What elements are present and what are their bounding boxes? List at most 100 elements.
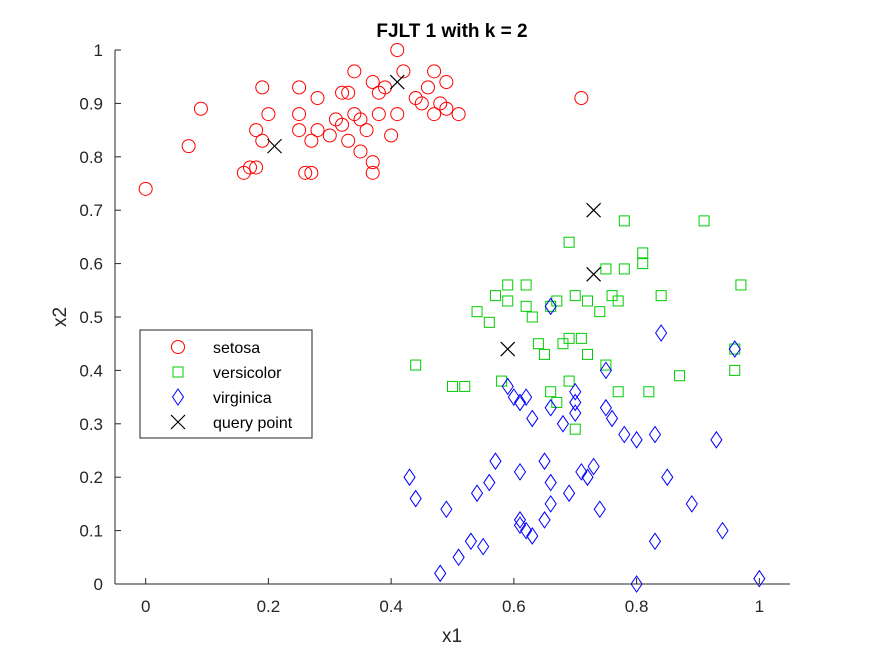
versicolor-point — [698, 215, 710, 227]
virginica-point — [513, 516, 527, 535]
versicolor-point — [520, 279, 532, 291]
versicolor-point — [655, 290, 667, 302]
virginica-point — [648, 532, 662, 551]
virginica-point — [599, 361, 613, 380]
virginica-point — [507, 388, 520, 406]
x-tick-label: 0.8 — [625, 597, 649, 616]
setosa-point — [335, 85, 350, 100]
setosa-point — [414, 96, 429, 111]
legend-box — [139, 329, 313, 439]
versicolor-point — [729, 364, 741, 376]
virginica-point — [483, 473, 496, 492]
setosa-point — [427, 64, 442, 79]
virginica-point — [464, 532, 478, 551]
versicolor-point — [551, 295, 563, 307]
versicolor-point — [569, 290, 581, 302]
setosa-point — [420, 80, 435, 95]
legend-marker — [170, 414, 186, 430]
virginica-point — [544, 495, 557, 513]
setosa-point — [193, 101, 208, 116]
setosa-point — [396, 64, 411, 79]
versicolor-point — [545, 386, 557, 398]
setosa-point — [261, 107, 276, 122]
setosa-point — [371, 107, 386, 122]
versicolor-point — [563, 375, 575, 387]
versicolor-point — [532, 338, 544, 350]
setosa-point — [439, 101, 454, 116]
virginica-point — [440, 500, 453, 519]
versicolor-point — [582, 295, 593, 307]
legend-label: setosa — [213, 340, 260, 357]
virginica-point — [526, 409, 539, 428]
setosa-point — [181, 139, 196, 154]
query-point-point — [586, 202, 602, 218]
virginica-point — [526, 527, 539, 545]
setosa-point — [255, 80, 270, 95]
setosa-point — [365, 165, 380, 180]
virginica-point — [569, 382, 582, 401]
versicolor-point — [520, 300, 532, 312]
legend-label: query point — [213, 415, 293, 432]
query-point-point — [586, 266, 602, 282]
x-tick-label: 0.2 — [257, 597, 281, 616]
legend-label: virginica — [213, 390, 272, 407]
virginica-point — [434, 564, 447, 583]
versicolor-point — [600, 263, 612, 275]
versicolor-point — [594, 306, 606, 318]
virginica-point — [403, 468, 416, 487]
setosa-point — [292, 107, 307, 122]
x-tick-label: 0.4 — [379, 597, 403, 616]
virginica-point — [538, 452, 551, 471]
virginica-point — [501, 377, 514, 396]
x-tick-label: 1 — [755, 597, 764, 616]
versicolor-point — [575, 332, 587, 344]
versicolor-point — [612, 386, 624, 398]
setosa-point — [243, 160, 257, 175]
virginica-point — [489, 452, 502, 471]
legend-marker — [172, 366, 184, 378]
versicolor-point — [489, 290, 501, 302]
virginica-point — [685, 495, 698, 513]
versicolor-point — [618, 263, 630, 275]
versicolor-point — [637, 247, 649, 259]
setosa-point — [384, 128, 399, 143]
query-point-point — [389, 74, 405, 90]
virginica-point — [477, 537, 490, 556]
versicolor-point — [643, 386, 655, 398]
virginica-point — [538, 511, 551, 529]
virginica-point — [593, 500, 606, 519]
versicolor-point — [612, 295, 624, 307]
x-axis-title: x1 — [442, 626, 462, 647]
y-axis-title: x2 — [50, 307, 71, 327]
versicolor-point — [483, 316, 495, 328]
versicolor-point — [600, 359, 612, 371]
versicolor-point — [502, 279, 514, 291]
virginica-point — [661, 468, 674, 487]
axes: 0 0.2 0.4 0.6 0.8 1 0 0.1 0.2 0.3 0.4 0.5 0.6 0.7 0.8 0… — [79, 41, 790, 616]
setosa-point — [335, 117, 350, 132]
y-tick-label: 1 — [94, 41, 103, 60]
virginica-point — [630, 575, 643, 593]
virginica-point — [544, 398, 557, 417]
versicolor-point — [539, 348, 551, 360]
virginica-point — [716, 521, 729, 540]
legend-marker — [171, 388, 185, 406]
versicolor-point — [563, 332, 575, 344]
setosa-point — [322, 128, 337, 143]
y-tick-label: 0.5 — [79, 308, 103, 327]
y-tick-label: 0.3 — [79, 415, 103, 434]
setosa-point — [365, 155, 380, 170]
virginica-point — [728, 340, 741, 358]
virginica-point — [575, 462, 588, 481]
y-tick-label: 0 — [94, 575, 103, 594]
virginica-point — [544, 473, 557, 492]
setosa-point — [451, 107, 466, 122]
versicolor-point — [563, 236, 575, 248]
virginica-point — [562, 484, 576, 503]
versicolor-point — [447, 380, 458, 392]
versicolor-point — [496, 375, 508, 387]
data-markers — [138, 43, 766, 593]
setosa-point — [310, 123, 325, 138]
versicolor-point — [637, 258, 649, 270]
